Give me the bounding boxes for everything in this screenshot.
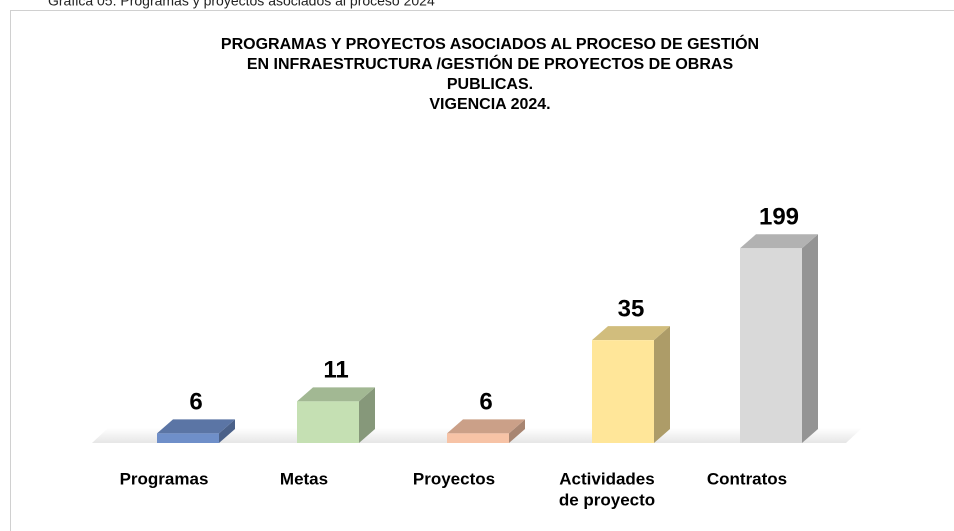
value-label: 6 <box>189 389 202 416</box>
bar-front <box>297 401 359 443</box>
x-tick-label: Metas <box>280 469 328 488</box>
bar-side <box>219 419 235 443</box>
x-tick-label: Actividades <box>559 469 654 488</box>
bar-top <box>447 419 525 434</box>
bar-top <box>740 234 818 249</box>
bar-top <box>157 419 235 434</box>
bar-top <box>592 326 670 341</box>
bar-front <box>740 248 802 443</box>
x-tick-label: Contratos <box>707 469 787 488</box>
value-label: 35 <box>618 295 645 322</box>
bar-side <box>359 387 375 443</box>
bar <box>157 419 235 443</box>
bar-side <box>654 326 670 443</box>
bar-front <box>592 340 654 443</box>
value-label: 6 <box>479 389 492 416</box>
bar <box>740 234 818 443</box>
x-tick-label: de proyecto <box>559 490 655 509</box>
title-line: VIGENCIA 2024. <box>429 96 550 113</box>
title-line: PUBLICAS. <box>447 76 533 93</box>
x-tick-label: Proyectos <box>413 469 495 488</box>
bar-top <box>297 387 375 402</box>
bar <box>447 419 525 443</box>
bar <box>592 326 670 443</box>
title-line: EN INFRAESTRUCTURA /GESTIÓN DE PROYECTOS… <box>247 54 734 73</box>
bar-side <box>802 234 818 443</box>
bar-side <box>509 419 525 443</box>
title-line: PROGRAMAS Y PROYECTOS ASOCIADOS AL PROCE… <box>221 34 759 53</box>
value-label: 199 <box>759 204 799 231</box>
caption: Gráfica 05. Programas y proyectos asocia… <box>48 0 435 9</box>
bar-front <box>447 433 509 443</box>
bar <box>297 387 375 443</box>
chart-title: PROGRAMAS Y PROYECTOS ASOCIADOS AL PROCE… <box>221 34 759 113</box>
value-label: 11 <box>323 357 348 384</box>
x-tick-label: Programas <box>120 469 209 488</box>
chart-border <box>10 10 954 531</box>
bar-front <box>157 433 219 443</box>
